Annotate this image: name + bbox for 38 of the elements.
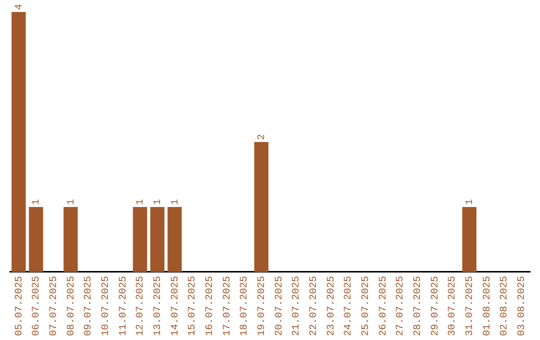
x-tick-label: 17.07.2025	[222, 276, 234, 336]
data-label: 1	[136, 198, 147, 205]
x-tick-label: 09.07.2025	[84, 276, 95, 336]
x-tick-label: 16.07.2025	[204, 276, 216, 336]
x-tick-label: 13.07.2025	[152, 276, 164, 336]
x-tick-label: 11.07.2025	[118, 276, 130, 336]
data-label: 1	[32, 198, 43, 205]
data-label: 1	[152, 198, 164, 205]
x-tick-label: 05.07.2025	[14, 276, 26, 336]
data-label: 1	[464, 198, 476, 205]
x-tick-label: 21.07.2025	[292, 276, 303, 336]
x-tick-label: 06.07.2025	[32, 276, 43, 336]
x-tick-label: 01.08.2025	[482, 276, 494, 336]
x-tick-label: 02.08.2025	[500, 276, 511, 336]
x-tick-label: 31.07.2025	[464, 276, 476, 336]
x-tick-label: 28.07.2025	[412, 276, 424, 336]
x-tick-label: 18.07.2025	[240, 276, 251, 336]
data-label: 1	[170, 198, 182, 205]
x-tick-label: 26.07.2025	[378, 276, 390, 336]
x-tick-label: 07.07.2025	[48, 276, 60, 336]
x-tick-label: 27.07.2025	[396, 276, 407, 336]
data-label: 4	[14, 4, 26, 10]
x-tick-label: 20.07.2025	[274, 276, 286, 336]
x-tick-label: 22.07.2025	[308, 276, 320, 336]
x-tick-label: 08.07.2025	[66, 276, 78, 336]
x-tick-label: 12.07.2025	[136, 276, 147, 336]
x-tick-label: 15.07.2025	[188, 276, 199, 336]
x-tick-label: 19.07.2025	[256, 276, 268, 336]
x-tick-label: 25.07.2025	[360, 276, 372, 336]
x-tick-label: 30.07.2025	[448, 276, 459, 336]
data-label: 1	[66, 198, 78, 205]
data-label: 2	[256, 134, 268, 140]
x-tick-label: 10.07.2025	[100, 276, 112, 336]
x-tick-label: 23.07.2025	[326, 276, 338, 336]
x-tick-label: 24.07.2025	[344, 276, 355, 336]
x-tick-label: 14.07.2025	[170, 276, 182, 336]
x-tick-label: 29.07.2025	[430, 276, 442, 336]
x-tick-label: 03.08.2025	[516, 276, 528, 336]
